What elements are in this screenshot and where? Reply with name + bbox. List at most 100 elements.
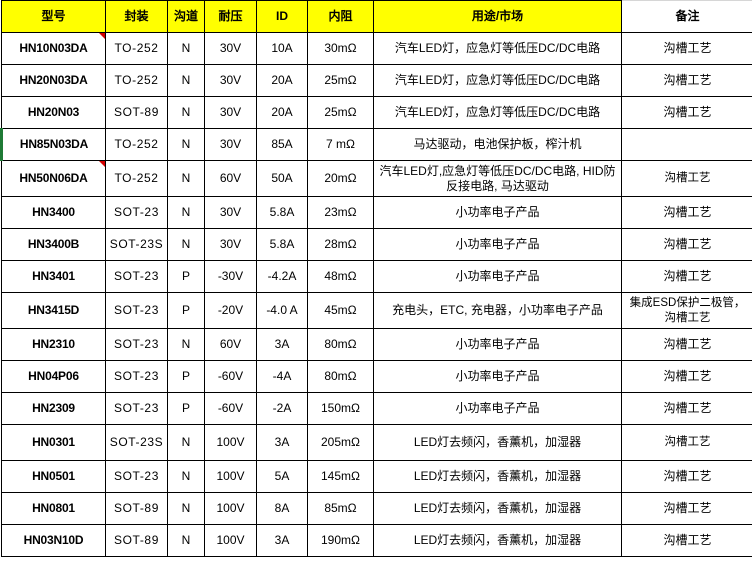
cell-id[interactable]: 3A (256, 328, 308, 361)
cell-voltage[interactable]: 30V (204, 128, 257, 161)
cell-channel[interactable]: N (167, 228, 205, 261)
cell-channel[interactable]: N (167, 460, 205, 493)
cell-usage[interactable]: LED灯去频闪，香薰机，加湿器 (373, 524, 622, 557)
cell-voltage[interactable]: 100V (204, 524, 257, 557)
table-row[interactable]: HN50N06DA TO-252 N 60V 50A 20mΩ 汽车LED灯,应急灯等低压D… (1, 160, 752, 197)
cell-remark[interactable]: 沟槽工艺 (621, 492, 752, 525)
cell-id[interactable]: 10A (256, 32, 308, 65)
cell-channel[interactable]: N (167, 160, 205, 197)
cell-remark[interactable]: 沟槽工艺 (621, 196, 752, 229)
cell-rds[interactable]: 25mΩ (307, 96, 374, 129)
cell-remark[interactable]: 沟槽工艺 (621, 392, 752, 425)
column-header-usage[interactable]: 用途/市场 (373, 0, 622, 33)
cell-remark[interactable]: 沟槽工艺 (621, 360, 752, 393)
cell-channel[interactable]: N (167, 32, 205, 65)
cell-package[interactable]: TO-252 (105, 64, 168, 97)
cell-voltage[interactable]: 30V (204, 228, 257, 261)
cell-id[interactable]: 20A (256, 96, 308, 129)
column-header-model[interactable]: 型号 (1, 0, 106, 33)
cell-package[interactable]: SOT-23S (105, 424, 168, 461)
cell-model[interactable]: HN20N03DA (1, 64, 106, 97)
cell-id[interactable]: -4.0 A (256, 292, 308, 329)
cell-package[interactable]: SOT-23 (105, 392, 168, 425)
cell-usage[interactable]: LED灯去频闪，香薰机，加湿器 (373, 460, 622, 493)
cell-channel[interactable]: N (167, 492, 205, 525)
cell-remark[interactable]: 沟槽工艺 (621, 228, 752, 261)
column-header-channel[interactable]: 沟道 (167, 0, 205, 33)
cell-voltage[interactable]: -60V (204, 392, 257, 425)
cell-channel[interactable]: N (167, 128, 205, 161)
cell-remark[interactable]: 沟槽工艺 (621, 460, 752, 493)
table-row[interactable]: HN0801 SOT-89 N 100V 8A 85mΩ LED灯去频闪，香薰机，加湿器 沟槽… (1, 492, 752, 525)
cell-rds[interactable]: 28mΩ (307, 228, 374, 261)
cell-voltage[interactable]: 30V (204, 32, 257, 65)
table-row[interactable]: HN3401 SOT-23 P -30V -4.2A 48mΩ 小功率电子产品 沟槽工艺 (1, 260, 752, 293)
cell-usage[interactable]: 充电头，ETC, 充电器，小功率电子产品 (373, 292, 622, 329)
cell-id[interactable]: 8A (256, 492, 308, 525)
table-row[interactable]: HN20N03 SOT-89 N 30V 20A 25mΩ 汽车LED灯，应急灯等低压DC/… (1, 96, 752, 129)
cell-model[interactable]: HN50N06DA (1, 160, 106, 197)
cell-channel[interactable]: N (167, 328, 205, 361)
table-row[interactable]: HN2310 SOT-23 N 60V 3A 80mΩ 小功率电子产品 沟槽工艺 (1, 328, 752, 361)
table-row[interactable]: HN0301 SOT-23S N 100V 3A 205mΩ LED灯去频闪，香薰机，加湿器… (1, 424, 752, 461)
cell-voltage[interactable]: -20V (204, 292, 257, 329)
cell-usage[interactable]: 小功率电子产品 (373, 228, 622, 261)
cell-voltage[interactable]: 100V (204, 460, 257, 493)
cell-model[interactable]: HN04P06 (1, 360, 106, 393)
table-row[interactable]: HN10N03DA TO-252 N 30V 10A 30mΩ 汽车LED灯，应急灯等低压D… (1, 32, 752, 65)
cell-usage[interactable]: LED灯去频闪，香薰机，加湿器 (373, 424, 622, 461)
cell-channel[interactable]: N (167, 424, 205, 461)
cell-usage[interactable]: 汽车LED灯，应急灯等低压DC/DC电路 (373, 96, 622, 129)
cell-remark[interactable]: 沟槽工艺 (621, 64, 752, 97)
cell-package[interactable]: SOT-23 (105, 260, 168, 293)
column-header-remark[interactable]: 备注 (621, 0, 752, 33)
cell-channel[interactable]: P (167, 260, 205, 293)
cell-model[interactable]: HN2309 (1, 392, 106, 425)
cell-id[interactable]: 85A (256, 128, 308, 161)
cell-rds[interactable]: 150mΩ (307, 392, 374, 425)
cell-model[interactable]: HN03N10D (1, 524, 106, 557)
cell-voltage[interactable]: 30V (204, 64, 257, 97)
cell-id[interactable]: -4.2A (256, 260, 308, 293)
table-row[interactable]: HN3400 SOT-23 N 30V 5.8A 23mΩ 小功率电子产品 沟槽工艺 (1, 196, 752, 229)
cell-voltage[interactable]: 30V (204, 196, 257, 229)
cell-rds[interactable]: 20mΩ (307, 160, 374, 197)
cell-id[interactable]: 5.8A (256, 228, 308, 261)
cell-channel[interactable]: N (167, 524, 205, 557)
comment-marker-icon[interactable] (99, 33, 105, 39)
cell-remark[interactable]: 沟槽工艺 (621, 160, 752, 197)
cell-remark[interactable] (621, 128, 752, 161)
cell-usage[interactable]: LED灯去频闪，香薰机，加湿器 (373, 492, 622, 525)
column-header-id[interactable]: ID (256, 0, 308, 33)
cell-voltage[interactable]: 60V (204, 328, 257, 361)
cell-model[interactable]: HN3400B (1, 228, 106, 261)
cell-remark[interactable]: 沟槽工艺 (621, 260, 752, 293)
cell-rds[interactable]: 45mΩ (307, 292, 374, 329)
table-row[interactable]: HN03N10D SOT-89 N 100V 3A 190mΩ LED灯去频闪，香薰机，加湿… (1, 524, 752, 557)
cell-rds[interactable]: 25mΩ (307, 64, 374, 97)
cell-voltage[interactable]: 100V (204, 492, 257, 525)
cell-usage[interactable]: 汽车LED灯,应急灯等低压DC/DC电路, HID防反接电路, 马达驱动 (373, 160, 622, 197)
cell-remark[interactable]: 沟槽工艺 (621, 424, 752, 461)
cell-id[interactable]: 5.8A (256, 196, 308, 229)
cell-voltage[interactable]: 30V (204, 96, 257, 129)
cell-id[interactable]: 50A (256, 160, 308, 197)
cell-rds[interactable]: 80mΩ (307, 360, 374, 393)
cell-model[interactable]: HN0501 (1, 460, 106, 493)
cell-package[interactable]: TO-252 (105, 32, 168, 65)
cell-voltage[interactable]: -60V (204, 360, 257, 393)
cell-id[interactable]: 20A (256, 64, 308, 97)
column-header-voltage[interactable]: 耐压 (204, 0, 257, 33)
cell-voltage[interactable]: 100V (204, 424, 257, 461)
cell-package[interactable]: SOT-23 (105, 360, 168, 393)
cell-usage[interactable]: 小功率电子产品 (373, 328, 622, 361)
cell-channel[interactable]: N (167, 196, 205, 229)
cell-rds[interactable]: 205mΩ (307, 424, 374, 461)
cell-channel[interactable]: N (167, 96, 205, 129)
cell-channel[interactable]: P (167, 292, 205, 329)
cell-rds[interactable]: 190mΩ (307, 524, 374, 557)
cell-model[interactable]: HN3401 (1, 260, 106, 293)
cell-rds[interactable]: 80mΩ (307, 328, 374, 361)
cell-rds[interactable]: 7 mΩ (307, 128, 374, 161)
table-row[interactable]: HN3400B SOT-23S N 30V 5.8A 28mΩ 小功率电子产品 沟槽工艺 (1, 228, 752, 261)
